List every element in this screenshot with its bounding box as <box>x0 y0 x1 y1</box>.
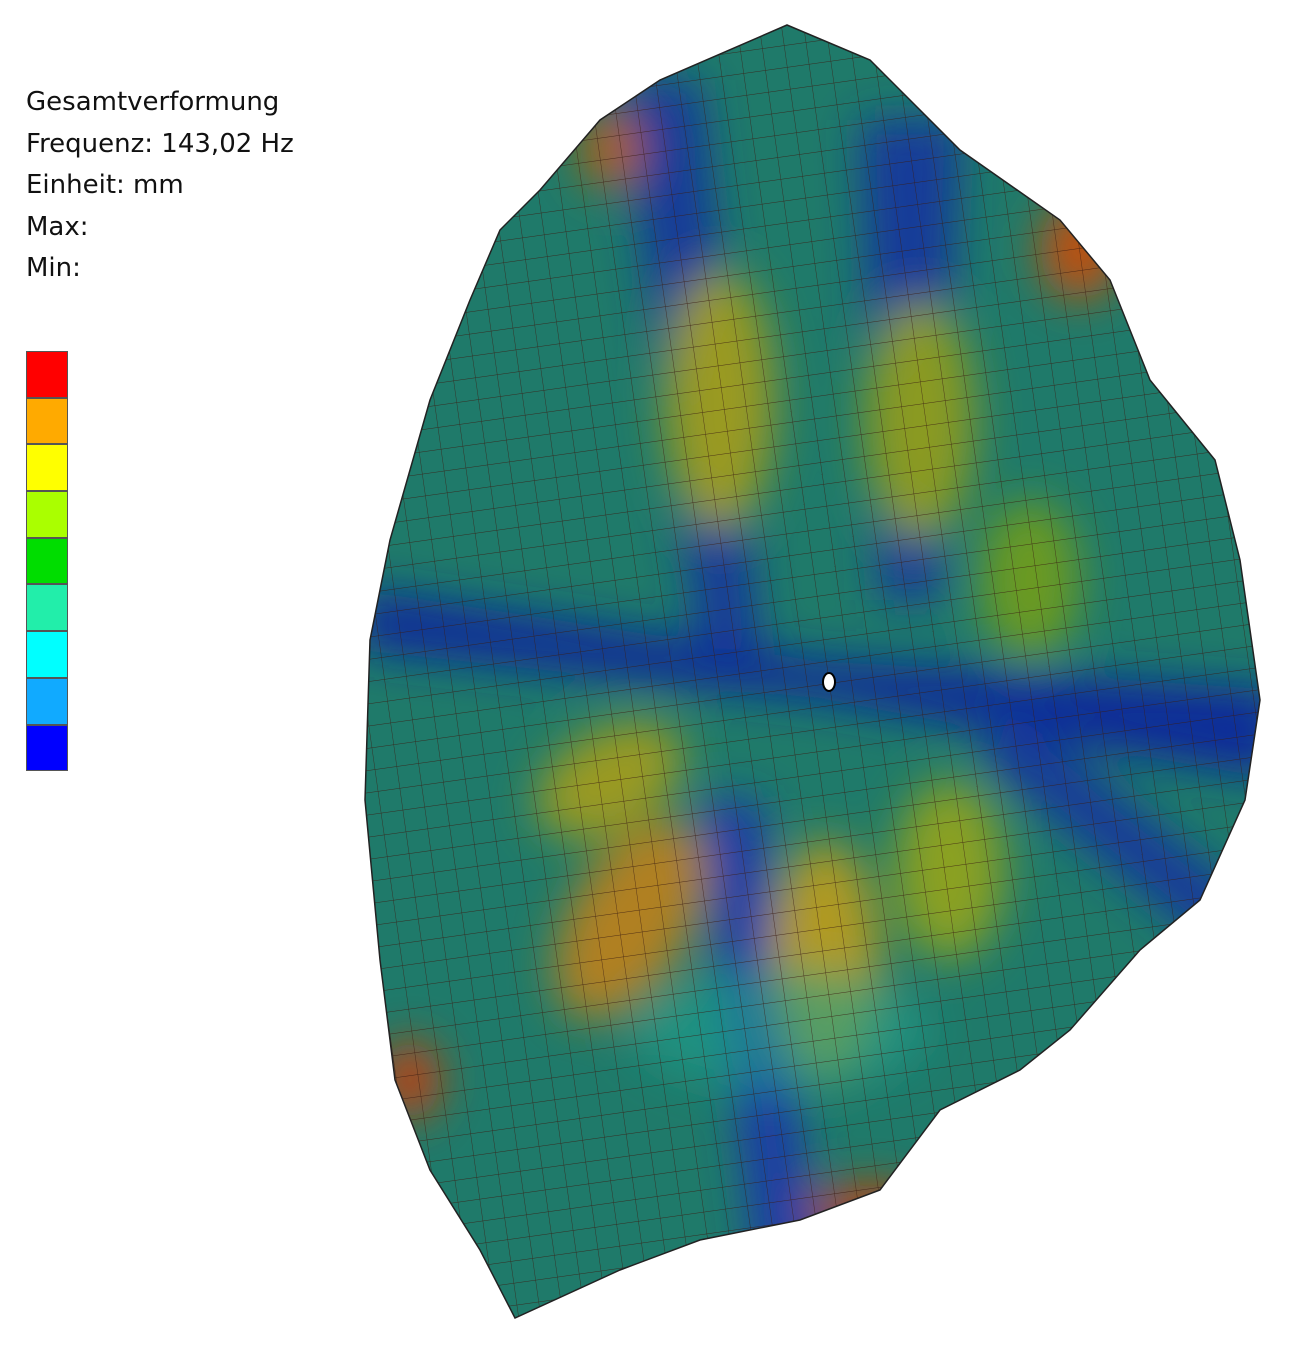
legend-swatch <box>26 351 68 398</box>
info-line: Frequenz: 143,02 Hz <box>26 128 294 159</box>
legend-swatch <box>26 724 68 772</box>
legend-swatch <box>26 491 68 538</box>
info-line: Einheit: mm <box>26 170 184 200</box>
color-legend <box>26 351 68 772</box>
legend-swatch <box>26 397 68 445</box>
info-line: Max: <box>26 211 89 242</box>
info-panel: Gesamtverformung Frequenz: 143,02 Hz Einhe… <box>26 82 294 290</box>
legend-swatch <box>26 584 68 632</box>
info-line: Gesamtverformung <box>26 87 280 117</box>
center-hole <box>822 672 836 692</box>
legend-swatch <box>26 537 68 585</box>
legend-swatch <box>26 677 68 725</box>
plate <box>365 25 1260 1318</box>
legend-swatch <box>26 631 68 678</box>
legend-swatch <box>26 444 68 492</box>
info-line: Min: <box>26 253 81 283</box>
